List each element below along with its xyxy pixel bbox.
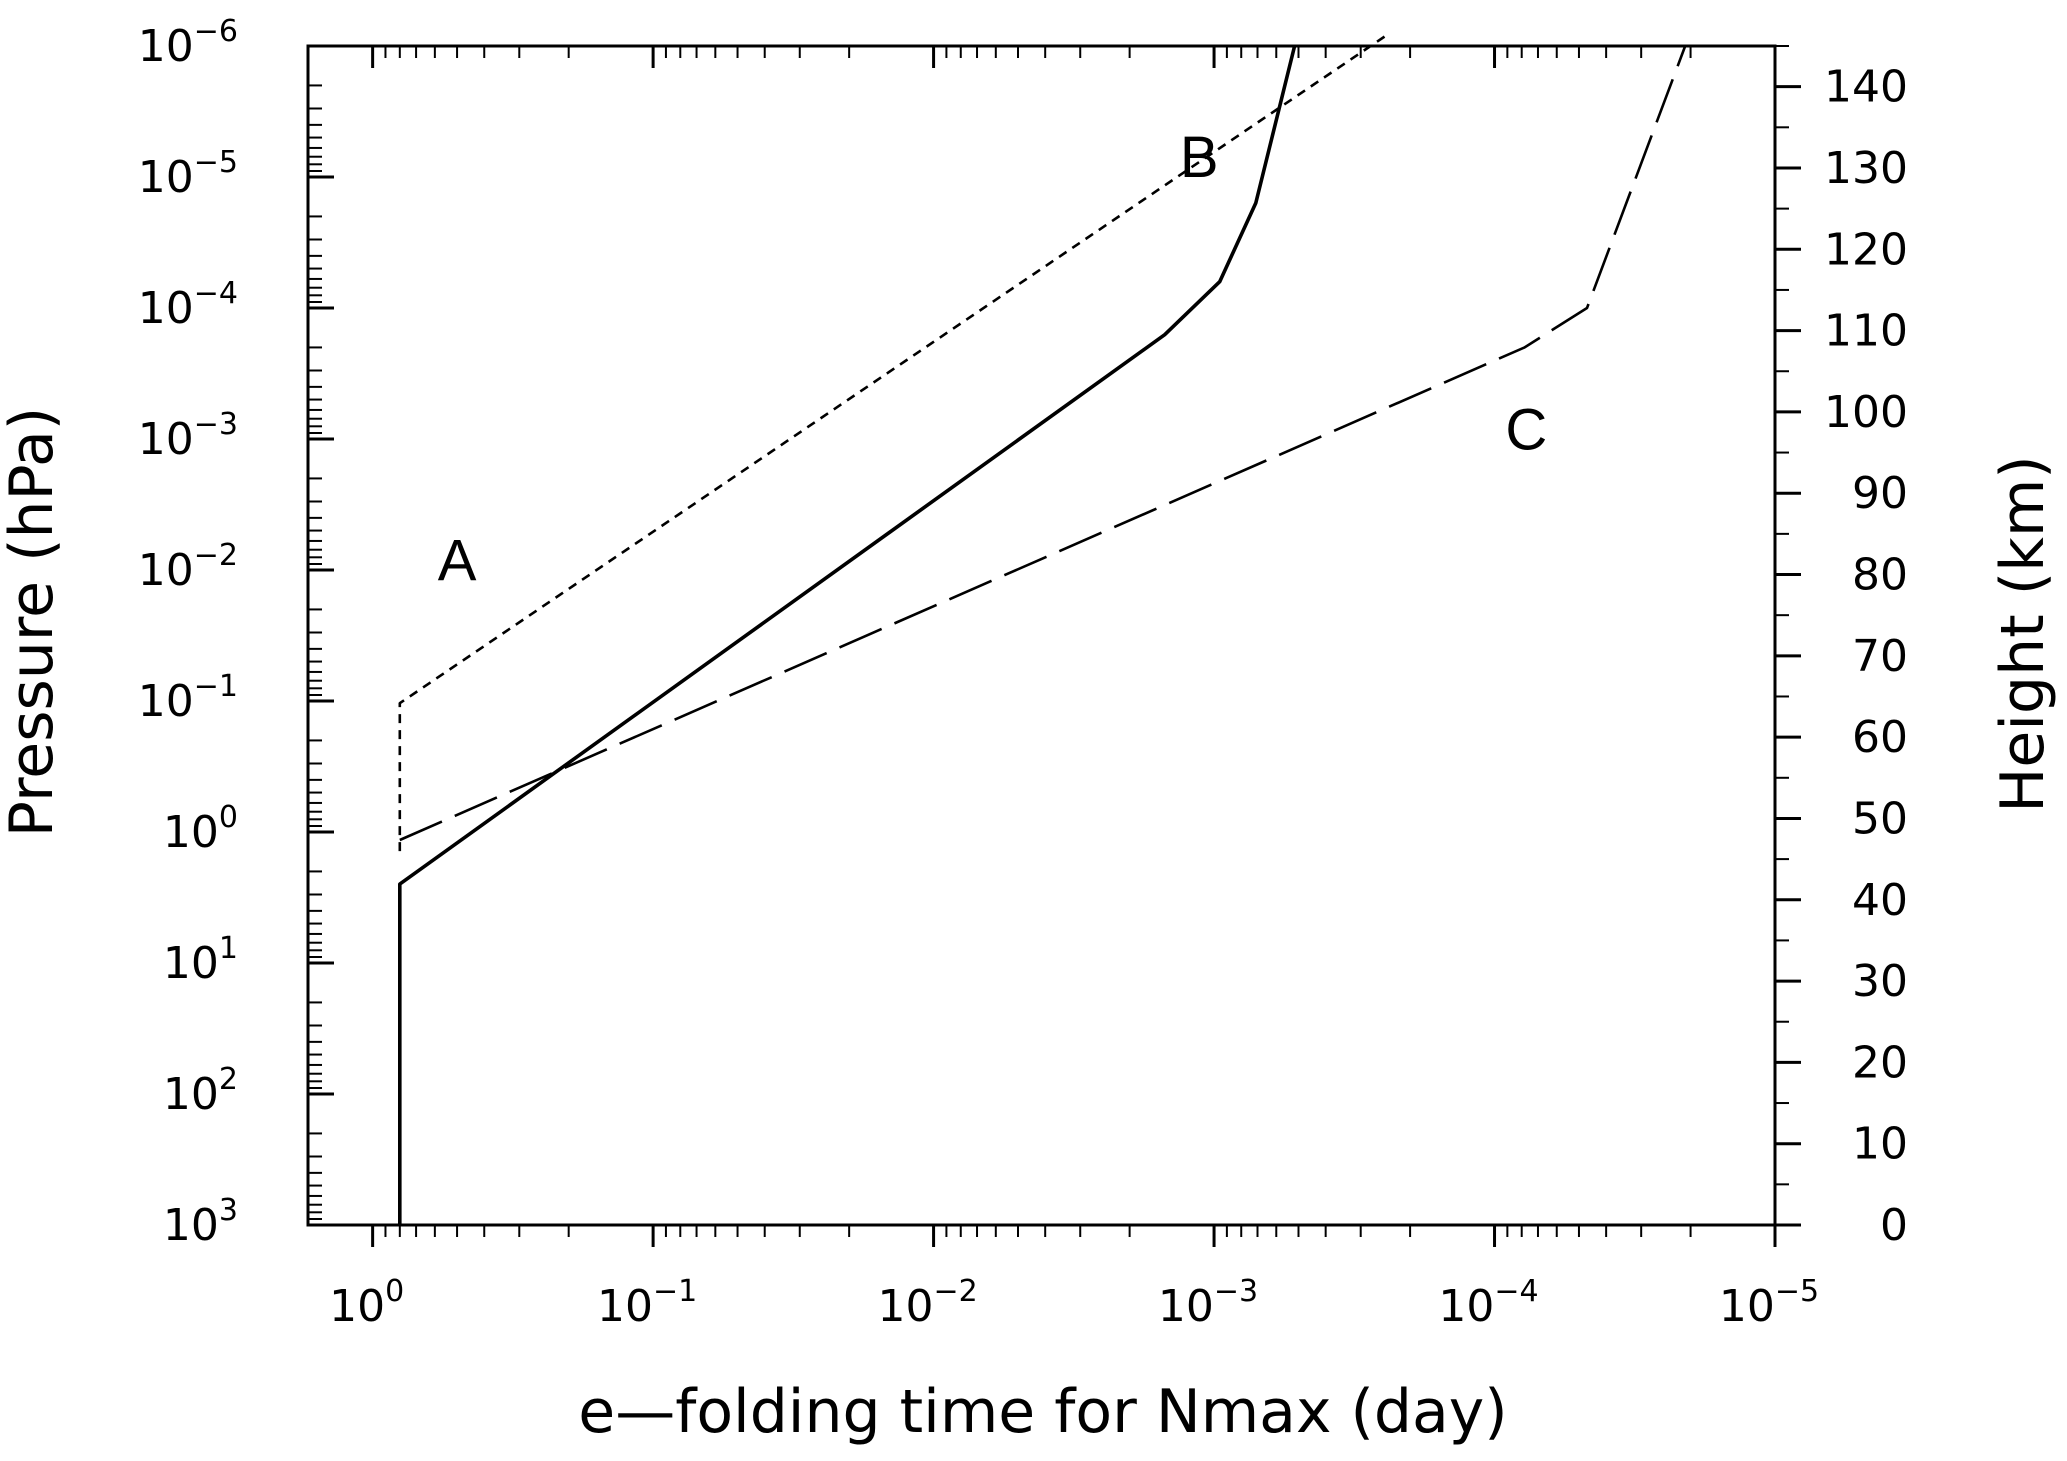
y2-tick-label: 100 xyxy=(1824,387,1908,438)
y2-tick-label: 140 xyxy=(1824,62,1908,113)
curve-label-C: C xyxy=(1505,397,1547,462)
x-tick-label: 10−5 xyxy=(1719,1274,1819,1332)
y-tick-label: 10−4 xyxy=(138,276,238,334)
y2-tick-label: 20 xyxy=(1852,1037,1908,1088)
x-tick-label: 10−3 xyxy=(1158,1274,1258,1332)
y-axis-title: Pressure (hPa) xyxy=(0,407,67,837)
annot-layer: A B C xyxy=(438,125,1548,593)
y2-tick-label: 90 xyxy=(1852,468,1908,519)
y2-tick-label: 0 xyxy=(1880,1200,1908,1251)
y-tick-label: 10−2 xyxy=(138,538,238,596)
y2-tick-label: 50 xyxy=(1852,793,1908,844)
y-tick-label: 10−6 xyxy=(138,14,238,72)
y-tick-label: 101 xyxy=(163,931,238,989)
y2-tick-label: 70 xyxy=(1852,631,1908,682)
y-tick-label: 102 xyxy=(163,1062,238,1120)
x-tick-label: 10−1 xyxy=(597,1274,697,1332)
y2-tick-label: 120 xyxy=(1824,224,1908,275)
y2-tick-label: 40 xyxy=(1852,875,1908,926)
x-axis-title: e—folding time for Nmax (day) xyxy=(578,1377,1507,1447)
curve-label-B: B xyxy=(1180,125,1219,190)
y2-tick-label: 30 xyxy=(1852,956,1908,1007)
y-tick-label: 103 xyxy=(163,1193,238,1251)
y2-tick-label: 80 xyxy=(1852,550,1908,601)
y2-tick-label: 10 xyxy=(1852,1119,1908,1170)
labels-layer: 100 10−1 10−2 10−3 10−4 10−510−610−510−410−31… xyxy=(138,14,1908,1332)
y2-tick-label: 130 xyxy=(1824,143,1908,194)
series-A xyxy=(398,32,1391,852)
y-tick-label: 10−3 xyxy=(138,407,238,465)
x-tick-label: 10−2 xyxy=(877,1274,977,1332)
y2-tick-label: 110 xyxy=(1824,306,1908,357)
ticks-layer xyxy=(308,44,1801,1247)
series-C xyxy=(399,45,1687,842)
series-B xyxy=(397,45,1297,1225)
y-tick-label: 100 xyxy=(163,800,238,858)
x-tick-label: 10−4 xyxy=(1438,1274,1538,1332)
y2-tick-label: 60 xyxy=(1852,712,1908,763)
x-tick-label: 100 xyxy=(329,1274,404,1332)
y-tick-label: 10−1 xyxy=(138,669,238,727)
series-layer xyxy=(397,32,1687,1225)
plot-frame xyxy=(306,44,1777,1227)
y2-axis-title: Height (km) xyxy=(1988,455,2058,812)
curve-label-A: A xyxy=(438,528,477,593)
y-tick-label: 10−5 xyxy=(138,145,238,203)
